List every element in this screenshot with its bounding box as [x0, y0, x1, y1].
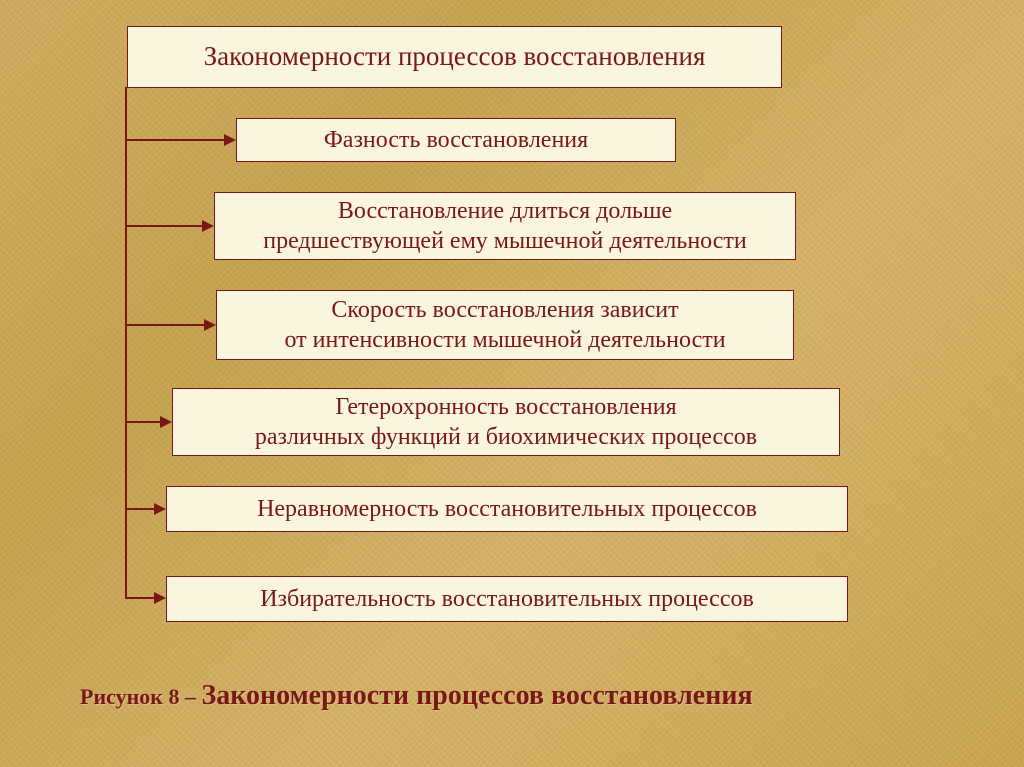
item-box-1: Восстановление длиться дольше предшеству…	[214, 192, 796, 260]
item-box-4: Неравномерность восстановительных процес…	[166, 486, 848, 532]
root-text: Закономерности процессов восстановления	[204, 40, 706, 74]
arrow-line-3	[127, 421, 160, 423]
item-text-4: Неравномерность восстановительных процес…	[257, 494, 757, 524]
item-text-1: Восстановление длиться дольше предшеству…	[263, 196, 747, 256]
item-box-5: Избирательность восстановительных процес…	[166, 576, 848, 622]
item-box-0: Фазность восстановления	[236, 118, 676, 162]
item-text-3: Гетерохронность восстановления различных…	[255, 392, 757, 452]
arrow-line-2	[127, 324, 204, 326]
arrow-head-2	[204, 319, 216, 331]
item-text-0: Фазность восстановления	[324, 125, 588, 155]
figure-caption: Рисунок 8 – Закономерности процессов вос…	[80, 680, 753, 712]
caption-prefix: Рисунок 8 –	[80, 684, 201, 709]
item-box-2: Скорость восстановления зависит от интен…	[216, 290, 794, 360]
arrow-head-0	[224, 134, 236, 146]
trunk-line	[125, 87, 127, 599]
arrow-head-1	[202, 220, 214, 232]
item-text-2: Скорость восстановления зависит от интен…	[284, 295, 725, 355]
arrow-head-3	[160, 416, 172, 428]
item-text-5: Избирательность восстановительных процес…	[260, 584, 754, 614]
item-box-3: Гетерохронность восстановления различных…	[172, 388, 840, 456]
arrow-line-5	[127, 597, 154, 599]
arrow-line-1	[127, 225, 202, 227]
root-box: Закономерности процессов восстановления	[127, 26, 782, 88]
arrow-head-5	[154, 592, 166, 604]
arrow-line-4	[127, 508, 154, 510]
caption-title: Закономерности процессов восстановления	[201, 680, 752, 711]
recovery-patterns-diagram: Закономерности процессов восстановления …	[0, 0, 1024, 767]
arrow-head-4	[154, 503, 166, 515]
arrow-line-0	[127, 139, 224, 141]
